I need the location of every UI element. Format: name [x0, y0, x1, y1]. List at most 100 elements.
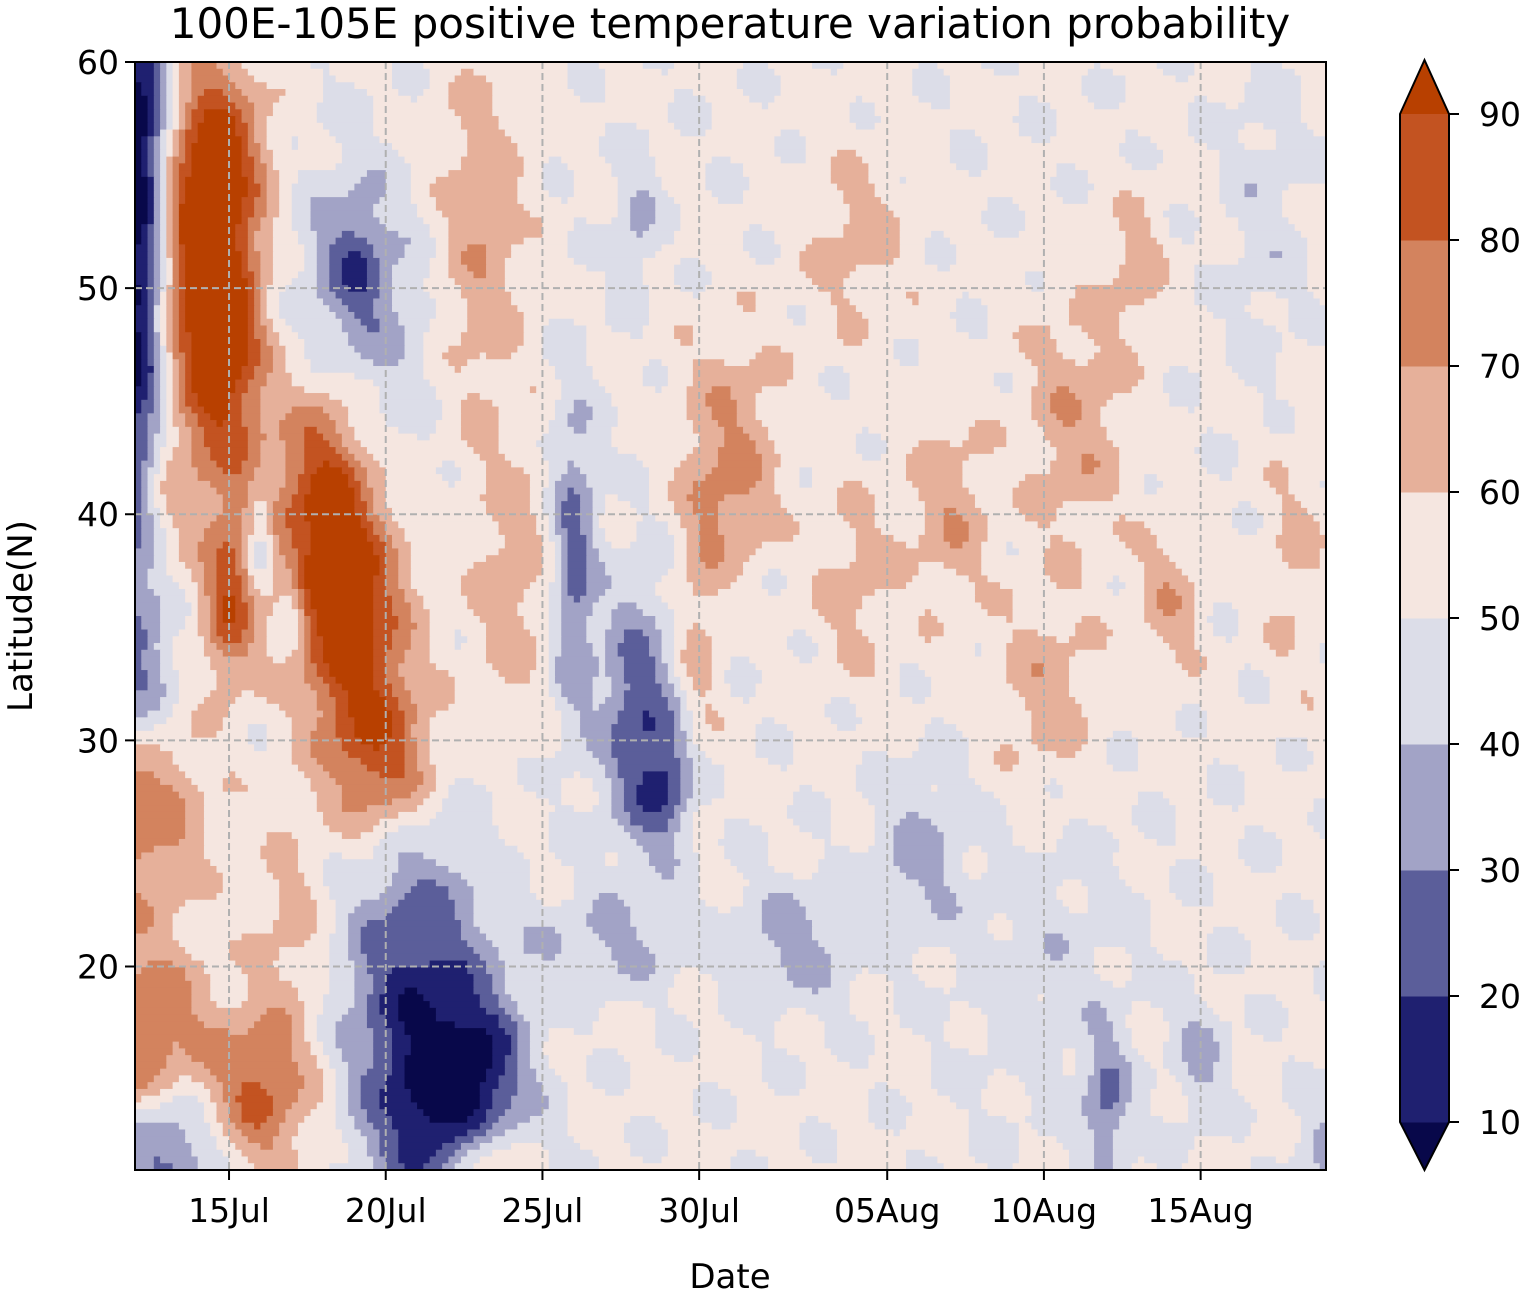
contour-cell	[410, 183, 431, 191]
contour-cell	[1313, 798, 1327, 806]
contour-cell	[1288, 649, 1321, 658]
contour-cell	[661, 595, 813, 604]
contour-cell	[373, 244, 406, 252]
contour-cell	[260, 453, 287, 462]
contour-cell	[323, 1001, 355, 1009]
contour-cell	[1137, 129, 1189, 137]
contour-cell	[680, 339, 694, 347]
contour-cell	[166, 332, 174, 340]
contour-cell	[692, 480, 757, 489]
contour-cell	[498, 825, 550, 833]
contour-cell	[172, 257, 180, 266]
contour-cell	[473, 980, 493, 989]
contour-cell	[605, 588, 656, 597]
contour-cell	[272, 548, 280, 556]
contour-cell	[906, 872, 945, 881]
contour-cell	[711, 670, 725, 678]
contour-cell	[216, 643, 249, 651]
contour-cell	[1257, 183, 1289, 191]
contour-cell	[341, 318, 362, 327]
contour-cell	[166, 68, 174, 77]
contour-cell	[316, 717, 337, 725]
contour-cell	[567, 561, 587, 570]
contour-cell	[1012, 764, 1114, 772]
contour-cell	[1194, 210, 1227, 218]
contour-cell	[1169, 582, 1195, 590]
contour-cell	[178, 298, 186, 306]
contour-cell	[392, 1034, 412, 1043]
contour-cell	[191, 62, 218, 70]
contour-cell	[843, 366, 1039, 374]
contour-cell	[341, 325, 368, 333]
contour-cell	[160, 426, 167, 435]
contour-cell	[147, 453, 155, 462]
contour-cell	[385, 886, 412, 894]
contour-cell	[1282, 859, 1327, 867]
contour-cell	[799, 1088, 869, 1097]
contour-cell	[780, 960, 832, 968]
contour-cell	[799, 1055, 838, 1063]
contour-cell	[304, 453, 343, 462]
contour-cell	[291, 379, 374, 387]
contour-cell	[774, 717, 832, 725]
contour-cell	[260, 460, 287, 468]
contour-cell	[185, 298, 249, 306]
contour-cell	[987, 1075, 1020, 1083]
contour-cell	[185, 616, 199, 624]
contour-cell	[241, 1088, 268, 1097]
contour-cell	[674, 865, 700, 874]
contour-cell	[341, 230, 355, 239]
contour-cell	[1119, 467, 1208, 475]
contour-cell	[949, 541, 964, 550]
contour-cell	[755, 447, 775, 455]
contour-cell	[617, 649, 650, 658]
contour-cell	[341, 433, 355, 441]
contour-cell	[529, 501, 544, 509]
contour-cell	[1094, 467, 1120, 475]
contour-cell	[1043, 561, 1083, 570]
contour-cell	[567, 568, 587, 577]
contour-cell	[304, 1075, 324, 1083]
contour-cell	[1106, 622, 1152, 631]
contour-cell	[1094, 339, 1127, 347]
contour-cell	[1250, 663, 1327, 671]
contour-cell	[743, 886, 926, 894]
contour-cell	[837, 149, 857, 158]
contour-cell	[1194, 1075, 1214, 1083]
contour-cell	[636, 838, 675, 847]
contour-cell	[178, 190, 186, 198]
contour-cell	[1319, 548, 1327, 556]
contour-cell	[868, 1028, 913, 1036]
contour-cell	[153, 197, 161, 205]
contour-cell	[931, 1082, 989, 1090]
contour-cell	[918, 974, 957, 982]
contour-cell	[178, 366, 186, 374]
contour-cell	[837, 305, 857, 313]
contour-cell	[178, 838, 205, 847]
contour-cell	[373, 676, 387, 685]
contour-cell	[373, 1061, 393, 1070]
contour-cell	[1231, 1034, 1264, 1043]
contour-cell	[460, 366, 556, 374]
contour-cell	[818, 372, 851, 381]
contour-cell	[736, 75, 782, 83]
contour-cell	[166, 257, 174, 266]
contour-cell	[943, 528, 970, 536]
contour-cell	[1219, 1014, 1246, 1022]
contour-cell	[1163, 791, 1208, 800]
contour-cell	[674, 1055, 694, 1063]
contour-cell	[511, 1048, 518, 1056]
contour-cell	[291, 1021, 305, 1029]
contour-cell	[1313, 1061, 1327, 1070]
contour-cell	[341, 257, 368, 266]
contour-cell	[868, 325, 957, 333]
contour-cell	[1112, 203, 1145, 212]
contour-cell	[323, 1048, 343, 1056]
contour-cell	[135, 426, 149, 435]
contour-cell	[699, 257, 757, 266]
contour-cell	[1087, 906, 1152, 914]
contour-cell	[561, 595, 575, 604]
contour-cell	[310, 203, 374, 212]
contour-cell	[172, 62, 180, 70]
contour-cell	[235, 230, 249, 239]
